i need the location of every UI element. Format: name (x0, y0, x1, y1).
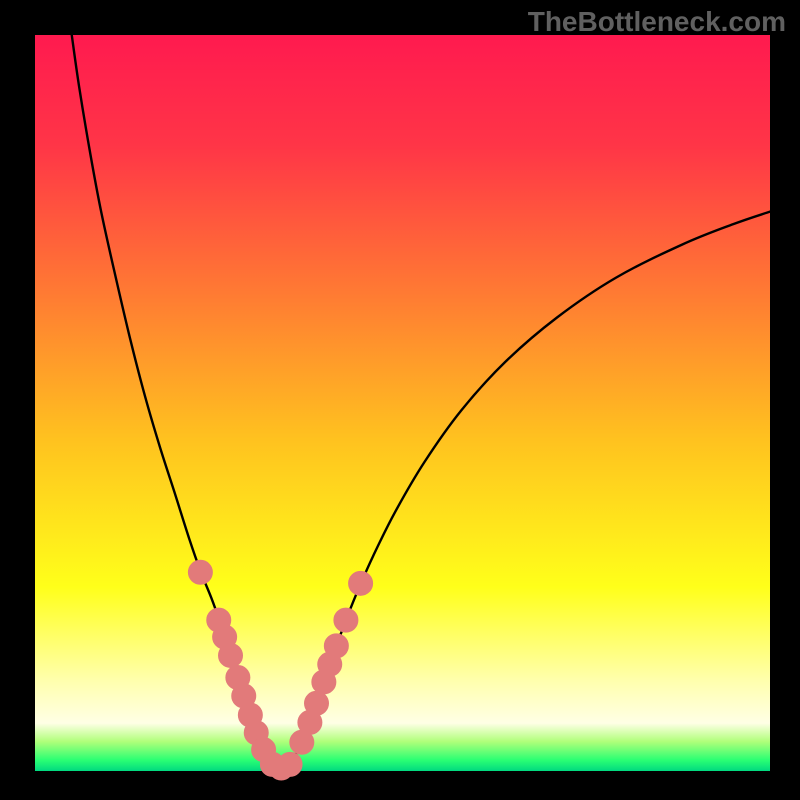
data-marker (305, 691, 329, 715)
data-marker (349, 571, 373, 595)
watermark-label: TheBottleneck.com (528, 6, 786, 38)
data-marker (334, 608, 358, 632)
data-marker (278, 752, 302, 776)
plot-svg (0, 0, 800, 800)
data-marker (188, 560, 212, 584)
chart-container: TheBottleneck.com (0, 0, 800, 800)
plot-background (35, 35, 770, 771)
data-marker (219, 643, 243, 667)
data-marker (324, 634, 348, 658)
